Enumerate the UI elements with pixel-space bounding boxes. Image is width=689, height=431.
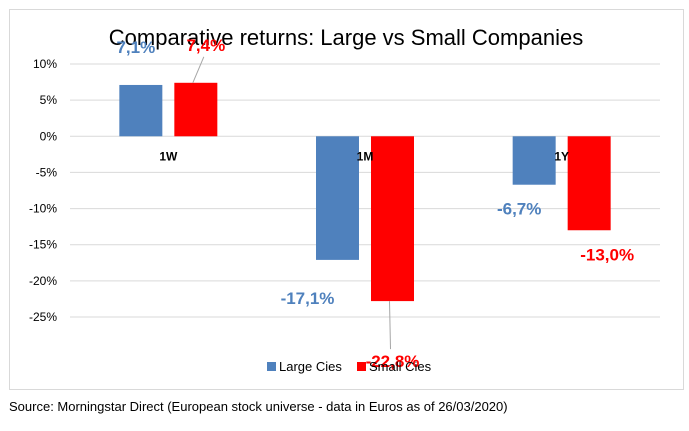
bars: [119, 82, 611, 302]
bar-small-cies: [371, 136, 414, 302]
data-label: -13,0%: [580, 245, 634, 264]
legend-swatch: [267, 362, 276, 371]
legend: Large Cies Small Cies: [267, 359, 432, 374]
y-tick-label: -15%: [29, 238, 57, 252]
bar-large-cies: [119, 84, 163, 137]
data-label: -22,8%: [366, 352, 420, 371]
y-tick-label: -10%: [29, 202, 57, 216]
source-note: Source: Morningstar Direct (European sto…: [9, 399, 508, 414]
y-tick-label: 0%: [40, 129, 58, 143]
legend-label: Large Cies: [279, 359, 342, 374]
chart-title: Comparative returns: Large vs Small Comp…: [109, 25, 583, 50]
y-tick-label: -25%: [29, 310, 57, 324]
bar-small-cies: [567, 136, 611, 231]
category-label: 1M: [357, 149, 374, 163]
data-labels: 7,1% 7,4% -17,1% -22,8% -6,7% -13,0%: [116, 36, 634, 371]
bar-chart: Comparative returns: Large vs Small Comp…: [29, 25, 660, 374]
gridlines: [70, 63, 660, 318]
legend-swatch: [357, 362, 366, 371]
category-label: 1Y: [554, 149, 569, 163]
category-labels: 1W 1M 1Y: [159, 149, 569, 163]
y-tick-label: -20%: [29, 274, 57, 288]
legend-label: Small Cies: [369, 359, 432, 374]
y-axis-ticks: 10% 5% 0% -5% -10% -15% -20% -25%: [29, 57, 57, 324]
data-label: -17,1%: [281, 289, 335, 308]
bar-large-cies: [512, 136, 556, 185]
leader-line: [389, 301, 391, 350]
data-label: 7,1%: [116, 38, 155, 57]
data-label: 7,4%: [186, 36, 225, 55]
data-label: -6,7%: [497, 200, 541, 219]
bar-large-cies: [316, 136, 359, 260]
y-tick-label: -5%: [36, 165, 58, 179]
y-tick-label: 10%: [33, 57, 57, 71]
y-tick-label: 5%: [40, 93, 58, 107]
category-label: 1W: [159, 149, 178, 163]
bar-small-cies: [174, 82, 218, 137]
leader-line: [192, 56, 205, 83]
